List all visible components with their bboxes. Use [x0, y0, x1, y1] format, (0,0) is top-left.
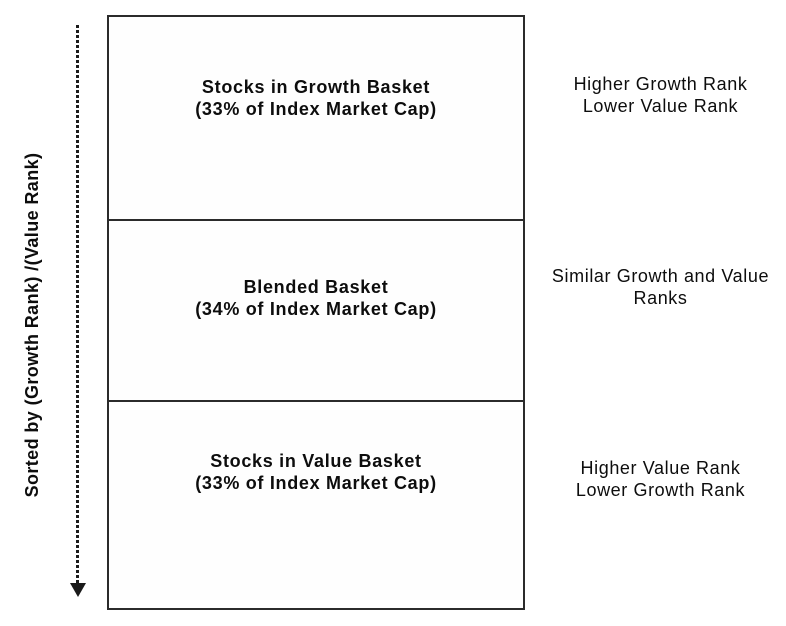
annotation-line: Higher Value Rank [580, 458, 741, 478]
annotation-line: Lower Value Rank [582, 96, 739, 116]
annotation-blended-basket: Similar Growth and Value Ranks [535, 265, 786, 309]
annotation-line: Similar Growth and Value [551, 266, 770, 286]
arrow-down-icon [70, 583, 86, 597]
growth-basket-section: Stocks in Growth Basket (33% of Index Ma… [109, 17, 523, 221]
value-basket-section: Stocks in Value Basket (33% of Index Mar… [109, 402, 523, 608]
basket-box: Stocks in Growth Basket (33% of Index Ma… [107, 15, 525, 610]
dotted-arrow-line [76, 25, 79, 583]
annotation-growth-basket: Higher Growth Rank Lower Value Rank [535, 73, 786, 117]
annotation-line: Higher Growth Rank [573, 74, 748, 94]
annotation-line: Ranks [633, 288, 688, 308]
basket-title: Stocks in Growth Basket [201, 77, 431, 97]
basket-subtitle: (33% of Index Market Cap) [195, 99, 437, 119]
annotation-line: Lower Growth Rank [575, 480, 746, 500]
basket-title: Blended Basket [243, 277, 389, 297]
basket-title: Stocks in Value Basket [210, 451, 422, 471]
annotation-value-basket: Higher Value Rank Lower Growth Rank [535, 457, 786, 501]
y-axis-label: Sorted by (Growth Rank) /(Value Rank) [22, 152, 42, 498]
blended-basket-section: Blended Basket (34% of Index Market Cap) [109, 221, 523, 402]
basket-subtitle: (33% of Index Market Cap) [195, 473, 437, 493]
basket-subtitle: (34% of Index Market Cap) [195, 299, 437, 319]
